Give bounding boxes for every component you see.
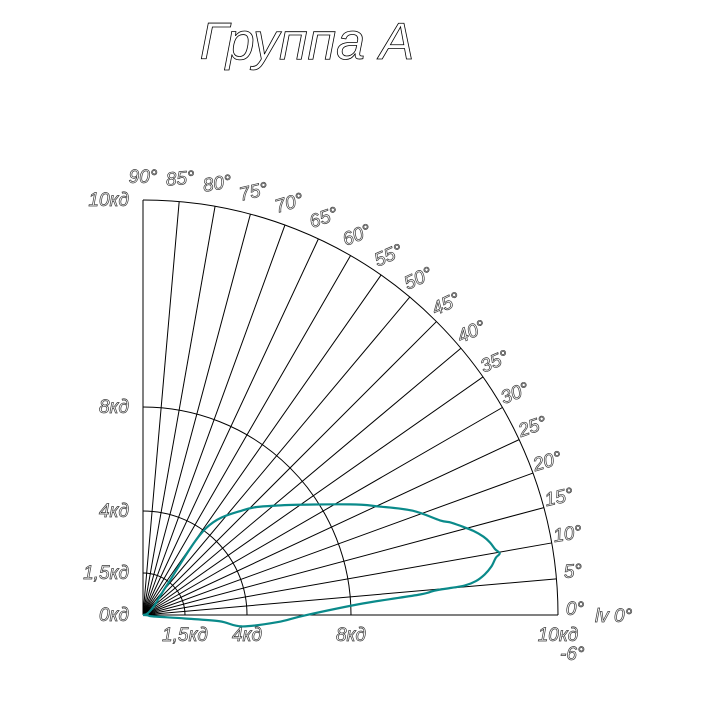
svg-text:Группа А: Группа А bbox=[200, 13, 414, 71]
svg-text:5°: 5° bbox=[563, 561, 583, 583]
svg-text:0кд: 0кд bbox=[99, 605, 129, 626]
svg-text:10кд: 10кд bbox=[88, 190, 129, 211]
svg-text:10кд: 10кд bbox=[538, 625, 579, 646]
svg-text:4кд: 4кд bbox=[232, 625, 262, 646]
svg-text:4кд: 4кд bbox=[99, 501, 129, 522]
svg-text:8кд: 8кд bbox=[99, 397, 129, 418]
svg-text:80°: 80° bbox=[201, 172, 233, 197]
svg-text:90°: 90° bbox=[129, 167, 158, 188]
svg-text:8кд: 8кд bbox=[336, 625, 366, 646]
svg-text:1,5кд: 1,5кд bbox=[162, 625, 208, 646]
svg-text:0°: 0° bbox=[566, 599, 585, 620]
svg-text:lv 0°: lv 0° bbox=[595, 606, 633, 627]
svg-text:10°: 10° bbox=[552, 522, 584, 547]
svg-text:1,5кд: 1,5кд bbox=[83, 563, 129, 584]
svg-text:85°: 85° bbox=[165, 168, 196, 191]
svg-text:-6°: -6° bbox=[560, 644, 585, 665]
